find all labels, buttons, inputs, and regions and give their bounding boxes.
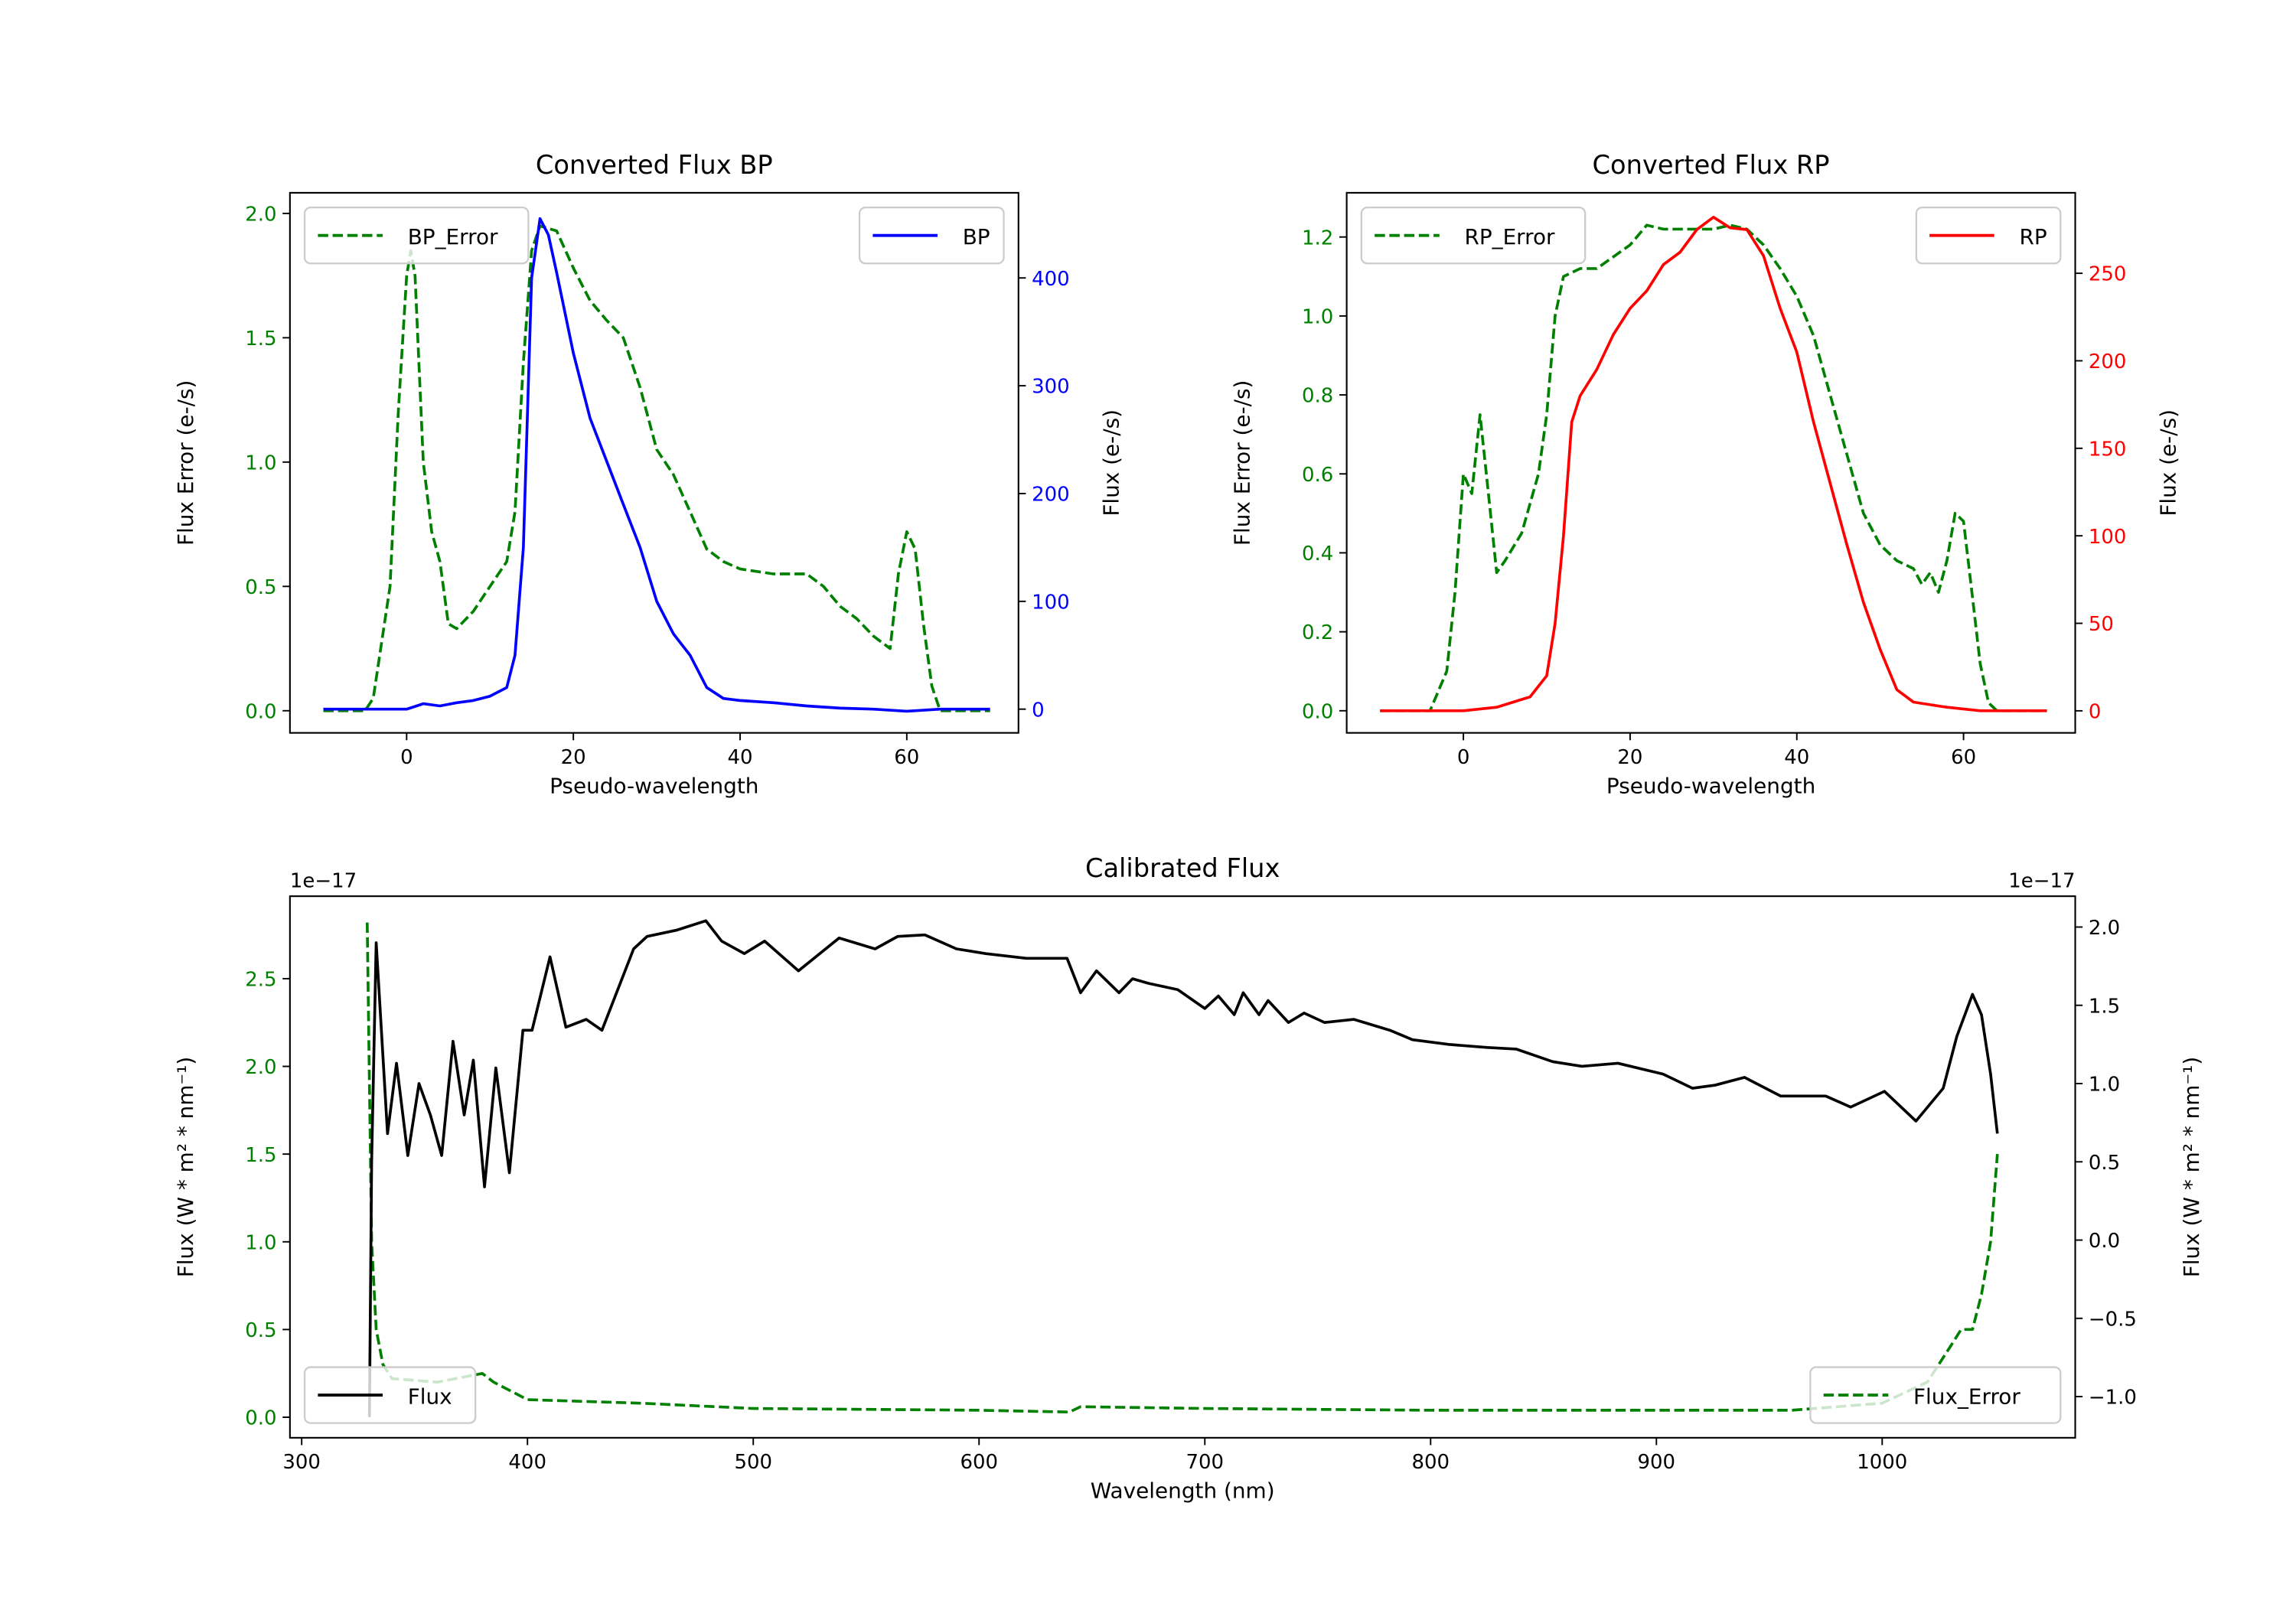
x-tick-label: 500: [734, 1451, 772, 1474]
y-left-tick-label: 0.0: [1302, 700, 1333, 723]
y-left-tick-label: 2.5: [245, 969, 276, 992]
y-left-tick-label: 0.0: [245, 1407, 276, 1430]
legend-box: [1809, 1366, 2062, 1424]
series-line-flux-error: [365, 922, 1999, 1414]
y-right-tick-label: 100: [1032, 591, 1070, 614]
y-right-tick-label: 1.5: [2089, 995, 2120, 1018]
x-tick-label: 20: [1617, 746, 1642, 769]
plot-frame: [289, 191, 1019, 734]
y-right-tick-label: 200: [2089, 350, 2127, 373]
y-right-tick-label: 200: [1032, 484, 1070, 507]
y-left-tick-label: 0.4: [1302, 543, 1333, 566]
y-right-tick-label: 100: [2089, 526, 2127, 549]
plot-frame: [1345, 191, 2076, 734]
legend-bp-error: BP_Error: [303, 207, 530, 265]
y-right-tick-label: 150: [2089, 438, 2127, 461]
x-tick-label: 700: [1186, 1451, 1224, 1474]
legend-rp-error: RP_Error: [1360, 207, 1587, 265]
y-right-tick-label: 0: [1032, 699, 1045, 722]
y-left-tick-label: 1.0: [245, 451, 276, 474]
x-tick-label: 40: [1784, 746, 1809, 769]
chart-title: Converted Flux BP: [536, 150, 773, 180]
y-left-tick-label: 0.8: [1302, 385, 1333, 408]
plot-frame: [289, 895, 2076, 1439]
series-line-bp-error: [323, 224, 990, 712]
x-tick-label: 60: [1951, 746, 1976, 769]
x-tick-label: 1000: [1857, 1451, 1907, 1474]
x-tick-label: 0: [1457, 746, 1470, 769]
x-tick-label: 20: [561, 746, 586, 769]
y-right-axis-label: Flux (W * m² * nm⁻¹): [2179, 1057, 2204, 1277]
y-left-axis-label: Flux Error (e-/s): [173, 380, 198, 546]
legend-label: Flux: [408, 1384, 452, 1410]
y-right-tick-label: 300: [1032, 376, 1070, 399]
y-left-tick-label: 0.2: [1302, 621, 1333, 644]
y-left-axis-label: Flux (W * m² * nm⁻¹): [173, 1057, 198, 1277]
y-right-tick-label: −1.0: [2089, 1387, 2137, 1410]
legend-box: [1360, 207, 1587, 265]
y-left-tick-label: 0.0: [245, 700, 276, 723]
y-left-tick-label: 1.5: [245, 1144, 276, 1167]
y-right-tick-label: 400: [1032, 268, 1070, 291]
chart-title: Converted Flux RP: [1593, 150, 1830, 180]
legend-flux-error: Flux_Error: [1809, 1366, 2062, 1424]
y-left-tick-label: 0.5: [245, 576, 276, 599]
y-right-tick-label: 0: [2089, 700, 2102, 723]
chart-bp: 0 20 40 60 0.0 0.5 1.0 1.5 2.0 0 100 200 300 400 Conve…: [173, 150, 1124, 799]
y-right-tick-label: 1.0: [2089, 1074, 2120, 1097]
y-left-tick-label: 2.0: [245, 1056, 276, 1079]
chart-cal: 300 400 500 600 700 800 900 1000 0.0 0.5 1.0 1.5 2.0…: [173, 853, 2204, 1504]
y-left-tick-label: 0.5: [245, 1319, 276, 1342]
x-tick-label: 60: [894, 746, 919, 769]
x-tick-label: 900: [1638, 1451, 1676, 1474]
chart-title: Calibrated Flux: [1085, 853, 1280, 883]
y-right-tick-label: 2.0: [2089, 917, 2120, 940]
legend-bp: BP: [858, 207, 1005, 265]
x-tick-label: 600: [960, 1451, 998, 1474]
y-right-tick-label: 50: [2089, 613, 2114, 636]
legend-label: Flux_Error: [1913, 1384, 2020, 1410]
y-left-tick-label: 2.0: [245, 204, 276, 227]
legend-label: BP_Error: [408, 224, 498, 249]
y-right-tick-label: 0.0: [2089, 1230, 2120, 1253]
series-line-rp-error: [1380, 223, 2047, 712]
y-left-axis-label: Flux Error (e-/s): [1230, 380, 1255, 546]
y-left-offset-text: 1e−17: [290, 870, 357, 893]
y-left-tick-label: 1.5: [245, 328, 276, 350]
y-left-tick-label: 1.0: [245, 1231, 276, 1254]
legend-label: BP: [963, 224, 990, 249]
legend-box: [303, 1366, 477, 1424]
series-line-rp: [1380, 216, 2047, 712]
legend-flux: Flux: [303, 1366, 477, 1424]
y-right-tick-label: 250: [2089, 263, 2127, 286]
y-right-tick-label: 0.5: [2089, 1152, 2120, 1175]
legend-box: [303, 207, 530, 265]
x-tick-label: 0: [400, 746, 413, 769]
x-axis-label: Pseudo-wavelength: [550, 774, 758, 799]
series-line-flux: [367, 919, 1999, 1417]
y-left-tick-label: 1.2: [1302, 227, 1333, 249]
x-axis-label: Pseudo-wavelength: [1606, 774, 1815, 799]
y-right-axis-label: Flux (e-/s): [2155, 409, 2180, 517]
series-line-bp: [323, 217, 990, 713]
legend-label: RP_Error: [1464, 224, 1555, 249]
x-tick-label: 400: [508, 1451, 546, 1474]
y-left-tick-label: 1.0: [1302, 306, 1333, 329]
chart-rp: 0 20 40 60 0.0 0.2 0.4 0.6 0.8 1.0 1.2 0 50 100 150 200…: [1230, 150, 2181, 799]
y-right-tick-label: −0.5: [2089, 1308, 2137, 1331]
y-right-axis-label: Flux (e-/s): [1099, 409, 1124, 517]
y-right-offset-text: 1e−17: [2008, 870, 2075, 893]
x-tick-label: 800: [1411, 1451, 1450, 1474]
x-tick-label: 300: [282, 1451, 321, 1474]
y-left-tick-label: 0.6: [1302, 464, 1333, 487]
x-tick-label: 40: [727, 746, 752, 769]
legend-label: RP: [2019, 224, 2047, 249]
x-axis-label: Wavelength (nm): [1091, 1478, 1275, 1504]
legend-rp: RP: [1915, 207, 2062, 265]
